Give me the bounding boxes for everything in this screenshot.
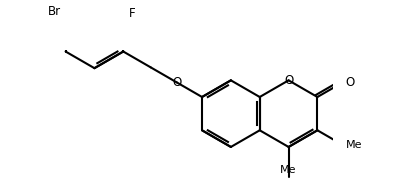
Text: Me: Me	[280, 165, 297, 176]
Text: Me: Me	[345, 140, 362, 150]
Text: Br: Br	[48, 5, 61, 18]
Text: O: O	[284, 74, 293, 87]
Text: O: O	[345, 76, 354, 89]
Text: F: F	[129, 7, 135, 20]
Text: O: O	[172, 76, 181, 89]
